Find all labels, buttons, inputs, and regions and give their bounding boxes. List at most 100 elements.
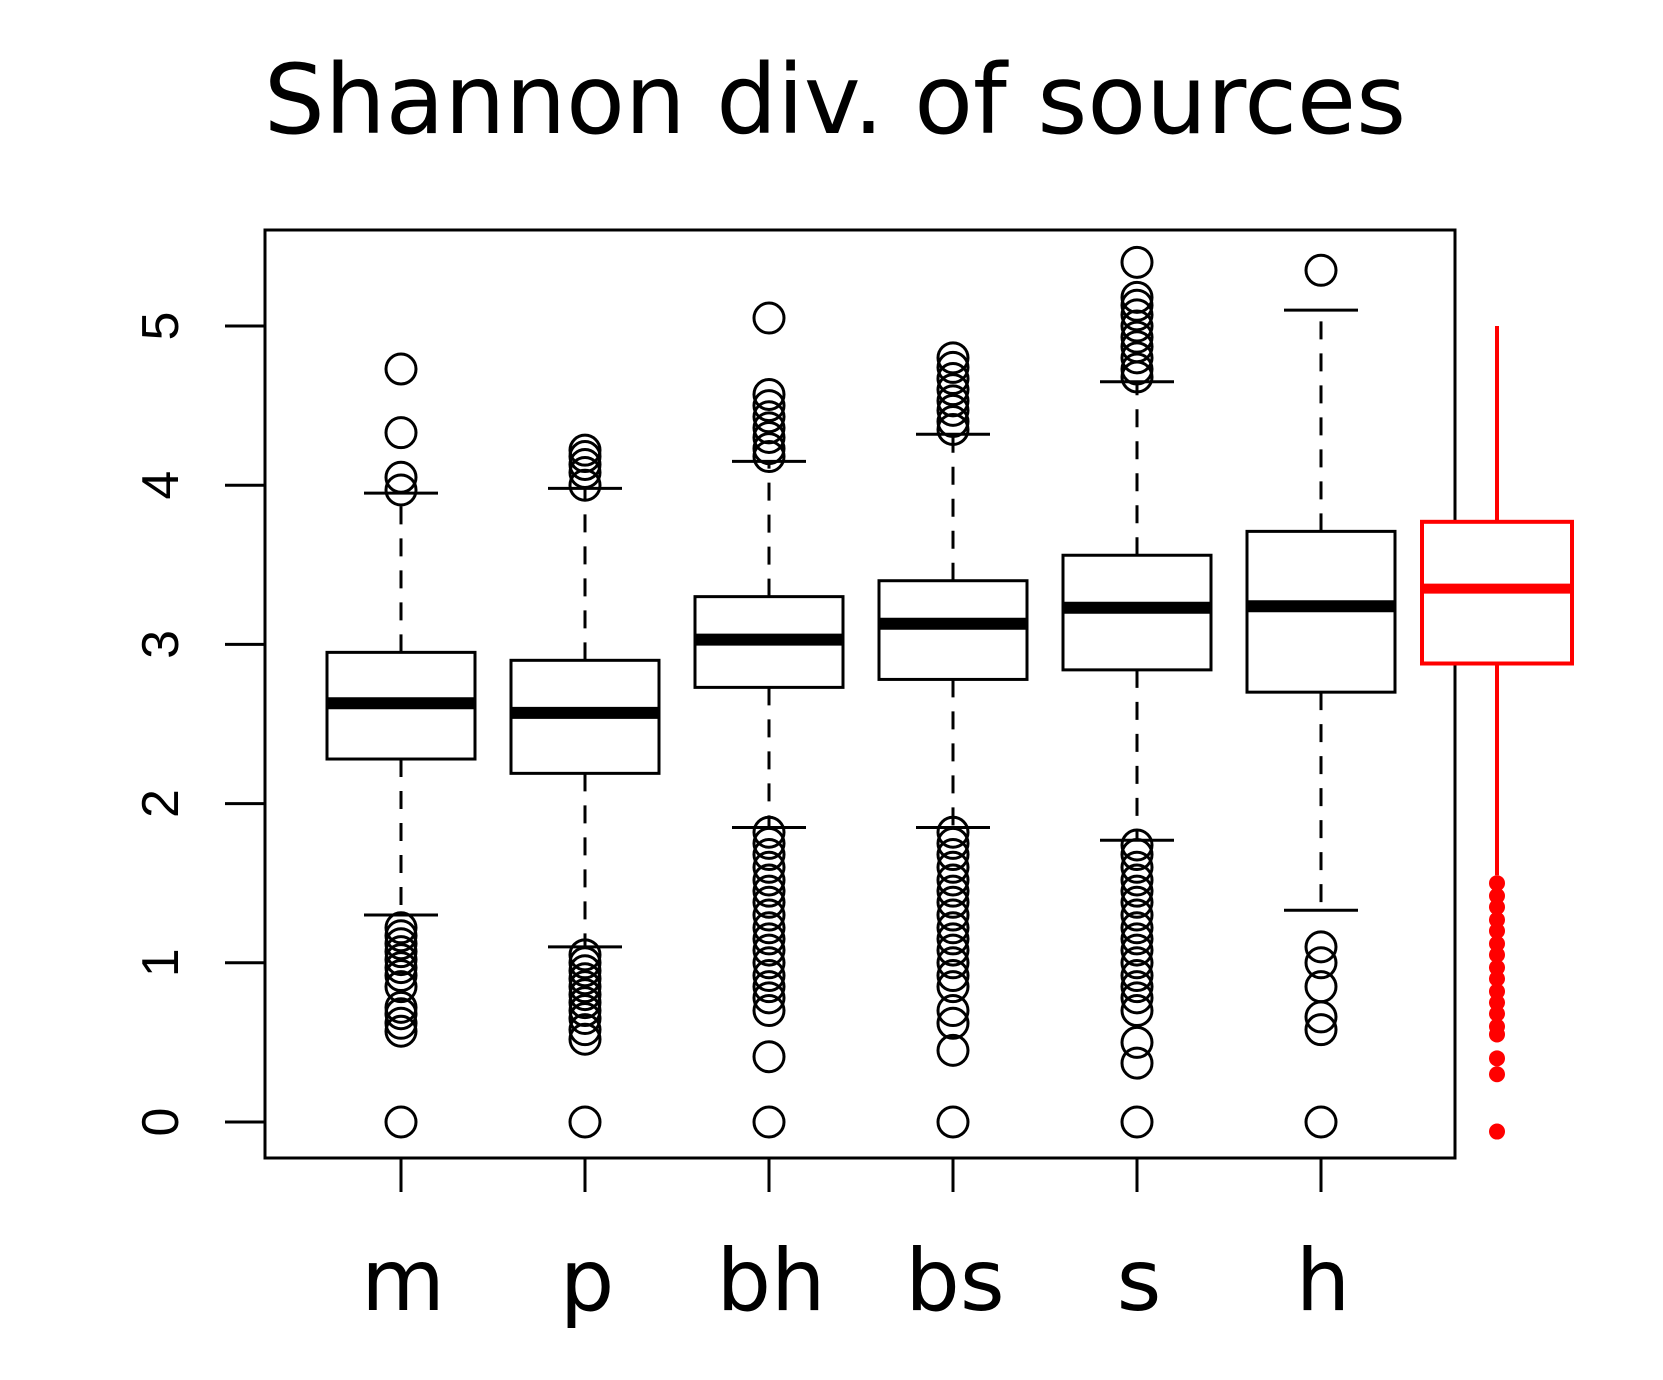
box-m — [325, 352, 477, 1139]
x-tick-label: bh — [716, 1231, 825, 1331]
reference-outlier-point — [1489, 935, 1505, 952]
outlier-point — [384, 1014, 418, 1048]
reference-outlier-point — [1489, 970, 1505, 987]
outlier-point — [568, 433, 602, 467]
outlier-point — [752, 838, 786, 872]
outlier-point — [1120, 922, 1154, 956]
outlier-point — [384, 951, 418, 985]
outlier-point — [752, 898, 786, 932]
outlier-point — [752, 946, 786, 980]
iqr-box — [877, 579, 1029, 681]
outlier-point — [752, 420, 786, 454]
outlier-point — [936, 863, 970, 897]
outlier-point — [568, 455, 602, 489]
plot-frame — [263, 228, 1457, 1160]
outlier-point — [936, 911, 970, 945]
outlier-point — [752, 922, 786, 956]
outlier-point — [1120, 994, 1154, 1028]
outlier-point — [568, 986, 602, 1020]
outlier-point — [1120, 970, 1154, 1004]
outlier-point — [384, 990, 418, 1024]
outlier-point — [936, 959, 970, 993]
outlier-point — [384, 1006, 418, 1040]
outlier-point — [1120, 288, 1154, 322]
reference-outlier-point — [1489, 1050, 1505, 1067]
outlier-point — [936, 826, 970, 860]
outlier-point — [936, 885, 970, 919]
reference-box-series — [1420, 326, 1574, 1140]
outlier-point — [752, 933, 786, 967]
outlier-point — [936, 341, 970, 375]
outlier-point — [384, 943, 418, 977]
outlier-point — [384, 959, 418, 993]
outlier-point — [752, 400, 786, 434]
outlier-point — [752, 994, 786, 1028]
outlier-point — [936, 946, 970, 980]
outlier-point — [752, 981, 786, 1015]
outlier-point — [1120, 959, 1154, 993]
outlier-point — [752, 970, 786, 1004]
outlier-point — [936, 350, 970, 384]
outlier-point — [752, 411, 786, 445]
outlier-point — [752, 885, 786, 919]
reference-outlier-point — [1489, 911, 1505, 928]
reference-outlier-point — [1489, 994, 1505, 1011]
outlier-point — [936, 405, 970, 439]
outlier-point — [568, 1002, 602, 1036]
outlier-point — [1120, 898, 1154, 932]
x-tick-label: h — [1296, 1231, 1351, 1331]
outlier-point — [568, 970, 602, 1004]
outlier-point — [384, 919, 418, 953]
y-tick-label: 3 — [132, 630, 190, 659]
outlier-point — [936, 384, 970, 418]
outlier-point — [384, 1105, 418, 1139]
outlier-point — [936, 838, 970, 872]
outlier-point — [752, 863, 786, 897]
x-tick-label: m — [361, 1231, 445, 1331]
reference-outlier-point — [1489, 946, 1505, 963]
box-p — [509, 433, 661, 1139]
x-tick-label: bs — [905, 1231, 1004, 1331]
reference-outlier-point — [1489, 959, 1505, 976]
outlier-point — [384, 473, 418, 507]
box-bs — [877, 341, 1029, 1139]
outlier-point — [384, 935, 418, 969]
reference-outlier-point — [1489, 899, 1505, 916]
outlier-point — [568, 946, 602, 980]
outlier-point — [1120, 863, 1154, 897]
outlier-point — [936, 994, 970, 1028]
outlier-point — [1120, 1046, 1154, 1080]
outlier-point — [936, 815, 970, 849]
outlier-point — [568, 1013, 602, 1047]
outlier-point — [1120, 911, 1154, 945]
outlier-point — [384, 911, 418, 945]
x-tick-label: p — [560, 1231, 615, 1331]
outlier-point — [752, 959, 786, 993]
outlier-point — [1120, 341, 1154, 375]
y-axis: 0 1 2 3 4 5 — [132, 312, 265, 1136]
outlier-point — [752, 1105, 786, 1139]
x-tick-label: s — [1117, 1231, 1162, 1331]
outlier-point — [1304, 253, 1338, 287]
box-series — [325, 245, 1397, 1139]
outlier-point — [1120, 885, 1154, 919]
outlier-point — [1120, 320, 1154, 354]
reference-outlier-point — [1489, 887, 1505, 904]
reference-outlier-point — [1489, 983, 1505, 1000]
outlier-point — [1120, 838, 1154, 872]
outlier-point — [1120, 850, 1154, 884]
outlier-point — [936, 1033, 970, 1067]
reference-outlier-point — [1489, 1066, 1505, 1083]
reference-outlier-point — [1489, 922, 1505, 939]
box-bh — [693, 301, 845, 1139]
outlier-point — [1304, 970, 1338, 1004]
box-h — [1245, 253, 1397, 1139]
outlier-point — [936, 874, 970, 908]
outlier-point — [752, 301, 786, 335]
outlier-point — [752, 874, 786, 908]
outlier-point — [568, 994, 602, 1028]
x-axis: m p bh bs s h — [361, 1158, 1350, 1331]
outlier-point — [384, 927, 418, 961]
outlier-point — [752, 389, 786, 423]
outlier-point — [752, 1040, 786, 1074]
